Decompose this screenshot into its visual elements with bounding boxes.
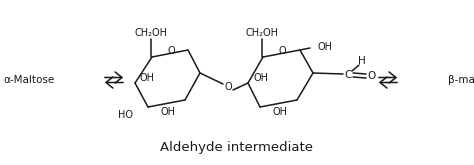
Text: α-Maltose: α-Maltose	[4, 75, 55, 85]
Text: O: O	[167, 46, 175, 56]
Text: C: C	[344, 70, 352, 80]
Text: CH₂OH: CH₂OH	[246, 28, 279, 38]
Text: HO: HO	[118, 110, 133, 120]
Text: OH: OH	[273, 107, 288, 117]
Text: H: H	[358, 56, 366, 66]
Text: O: O	[279, 46, 286, 56]
Text: Aldehyde intermediate: Aldehyde intermediate	[161, 142, 313, 154]
Text: O: O	[224, 82, 232, 92]
Text: O: O	[368, 71, 376, 81]
Text: OH: OH	[161, 107, 176, 117]
Text: CH₂OH: CH₂OH	[135, 28, 167, 38]
Text: OH: OH	[139, 73, 155, 83]
Text: OH: OH	[254, 73, 268, 83]
Text: β-maltose: β-maltose	[448, 75, 474, 85]
Text: OH: OH	[318, 42, 333, 52]
